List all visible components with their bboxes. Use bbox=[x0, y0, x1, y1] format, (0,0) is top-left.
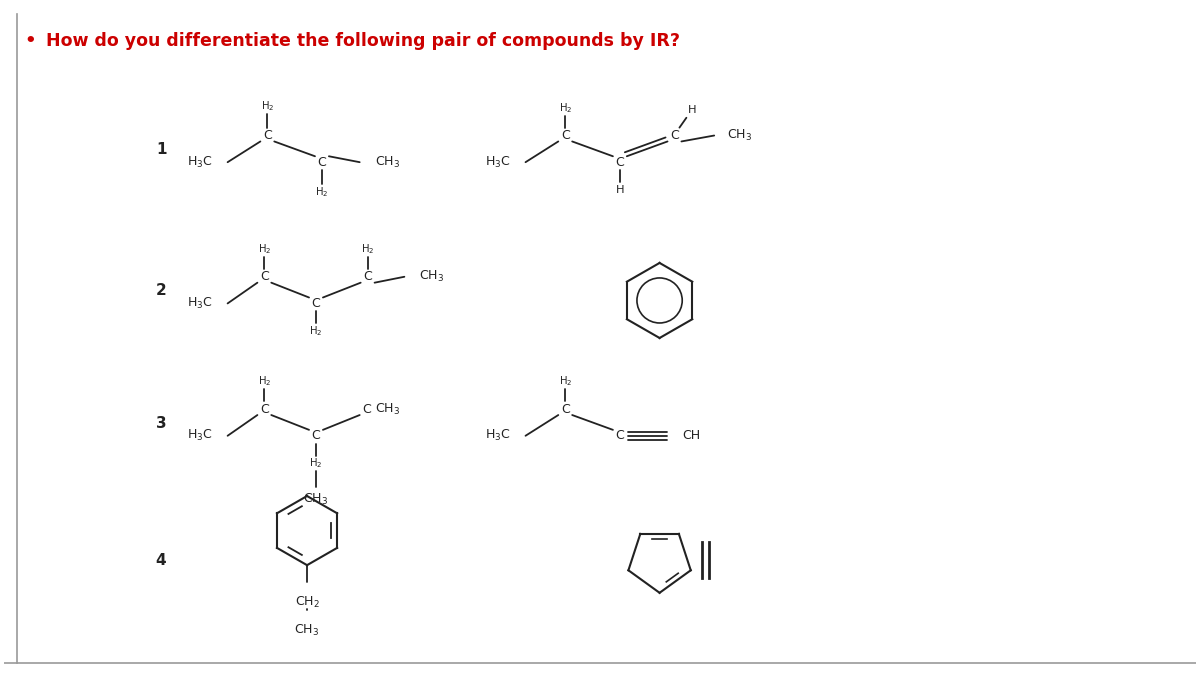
Text: •: • bbox=[24, 32, 36, 50]
Text: C: C bbox=[670, 129, 679, 142]
Text: C: C bbox=[260, 402, 269, 416]
Text: H: H bbox=[616, 185, 624, 195]
Text: H$_2$: H$_2$ bbox=[558, 375, 572, 388]
Text: C: C bbox=[260, 270, 269, 284]
Text: H$_2$: H$_2$ bbox=[258, 242, 271, 256]
Text: H: H bbox=[688, 105, 697, 115]
Text: H$_3$C: H$_3$C bbox=[485, 155, 511, 169]
Text: H$_2$: H$_2$ bbox=[260, 99, 274, 113]
Text: CH$_3$: CH$_3$ bbox=[727, 128, 752, 143]
Text: C: C bbox=[560, 402, 570, 416]
Text: C: C bbox=[616, 429, 624, 442]
Text: H$_3$C: H$_3$C bbox=[187, 155, 212, 169]
Text: C: C bbox=[318, 156, 326, 169]
Text: 1: 1 bbox=[156, 142, 167, 157]
Text: H$_3$C: H$_3$C bbox=[485, 428, 511, 443]
Text: H$_2$: H$_2$ bbox=[310, 456, 323, 470]
Text: C: C bbox=[560, 129, 570, 142]
Text: C: C bbox=[312, 429, 320, 442]
Text: H$_2$: H$_2$ bbox=[310, 324, 323, 338]
Text: How do you differentiate the following pair of compounds by IR?: How do you differentiate the following p… bbox=[46, 32, 680, 50]
Text: H$_2$: H$_2$ bbox=[258, 375, 271, 388]
Text: 4: 4 bbox=[156, 553, 167, 568]
Text: C: C bbox=[364, 270, 372, 284]
Text: H$_2$: H$_2$ bbox=[316, 185, 329, 198]
Text: C: C bbox=[362, 402, 371, 416]
Text: 3: 3 bbox=[156, 416, 167, 431]
Text: 2: 2 bbox=[156, 283, 167, 298]
Text: H$_2$: H$_2$ bbox=[361, 242, 374, 256]
Text: CH$_3$: CH$_3$ bbox=[419, 269, 444, 284]
Text: C: C bbox=[616, 156, 624, 169]
Text: H$_3$C: H$_3$C bbox=[187, 296, 212, 311]
Text: C: C bbox=[263, 129, 271, 142]
Text: CH: CH bbox=[683, 429, 701, 442]
Text: CH$_3$: CH$_3$ bbox=[374, 155, 400, 169]
Text: H$_2$: H$_2$ bbox=[558, 101, 572, 115]
Text: C: C bbox=[312, 297, 320, 310]
Text: CH$_3$: CH$_3$ bbox=[374, 402, 400, 416]
Text: H$_3$C: H$_3$C bbox=[187, 428, 212, 443]
Text: CH$_3$: CH$_3$ bbox=[304, 491, 329, 506]
Text: CH$_2$: CH$_2$ bbox=[295, 595, 319, 610]
Text: CH$_3$: CH$_3$ bbox=[294, 622, 319, 638]
